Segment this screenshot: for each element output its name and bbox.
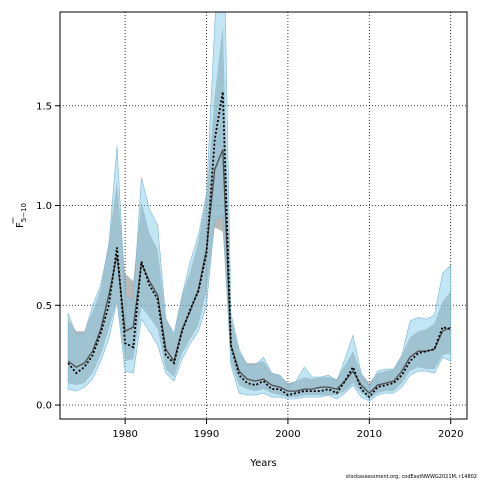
credit-text: stockassessment.org, codEastNWWG2021M, r…: [346, 474, 477, 480]
x-axis-title: Years: [249, 458, 276, 469]
x-tick-label: 2000: [275, 429, 300, 440]
x-tick-label: 1990: [194, 429, 219, 440]
y-axis-title-main: F: [15, 222, 26, 228]
y-tick-label: 0.0: [36, 401, 52, 412]
grey-estimate-line: [67, 149, 451, 395]
blue-confidence-band: [67, 12, 451, 402]
axes: 1980 1990 2000 2010 2020 0.0 0.5 1.0 1.5: [36, 101, 463, 440]
y-tick-label: 1.5: [36, 101, 52, 112]
svg-text:F5−10: F5−10: [15, 203, 28, 228]
y-axis-title: F5−10: [12, 203, 28, 228]
x-tick-label: 1980: [112, 429, 137, 440]
plot-frame: [59, 11, 468, 420]
x-tick-label: 2020: [438, 429, 463, 440]
dotted-estimate-line: [67, 91, 451, 399]
x-tick-label: 2010: [357, 429, 382, 440]
estimate-lines: [67, 91, 451, 399]
confidence-bands: [67, 12, 451, 402]
y-tick-label: 0.5: [36, 301, 52, 312]
y-axis-title-sub: 5−10: [20, 203, 28, 222]
y-tick-label: 1.0: [36, 201, 52, 212]
